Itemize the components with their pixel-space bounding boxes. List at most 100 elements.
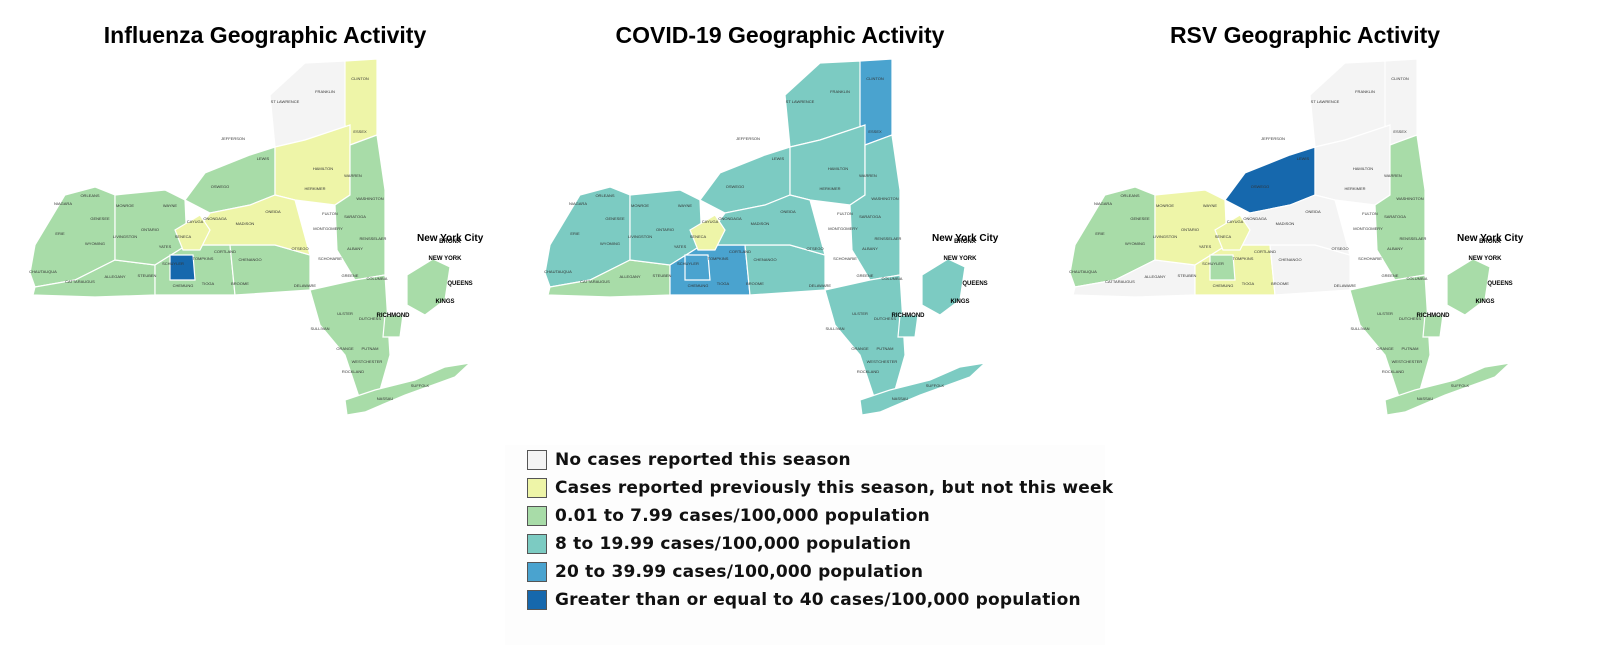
- legend-item: Cases reported previously this season, b…: [527, 475, 1113, 501]
- county-label: SUFFOLK: [1451, 383, 1470, 388]
- county-label: NIAGARA: [1094, 201, 1112, 206]
- region-central: [185, 194, 311, 256]
- county-label: WARREN: [344, 173, 362, 178]
- county-label: CLINTON: [351, 76, 369, 81]
- county-label: CHEMUNG: [1213, 283, 1234, 288]
- legend-item: 20 to 39.99 cases/100,000 population: [527, 559, 923, 585]
- county-label: DELAWARE: [809, 283, 831, 288]
- county-label: OSWEGO: [1251, 184, 1269, 189]
- county-label: RENSSELAER: [875, 236, 902, 241]
- county-label: DUTCHESS: [874, 316, 896, 321]
- county-label: MONROE: [631, 203, 649, 208]
- legend-swatch: [527, 562, 547, 582]
- county-label: GREENE: [1382, 273, 1399, 278]
- county-label: ULSTER: [1377, 311, 1393, 316]
- county-label: TIOGA: [202, 281, 215, 286]
- county-label: MONTGOMERY: [313, 226, 343, 231]
- county-label: ORLEANS: [80, 193, 99, 198]
- borough-label: NEW YORK: [1469, 256, 1503, 262]
- county-label: SUFFOLK: [926, 383, 945, 388]
- region-hudson: [1349, 274, 1431, 401]
- region-central: [700, 194, 826, 256]
- county-label: WASHINGTON: [356, 196, 383, 201]
- county-label: CATTARAUGUS: [1105, 279, 1135, 284]
- influenza-map: ST LAWRENCE FRANKLIN CLINTON ESSEX HAMILTON L…: [29, 58, 473, 416]
- county-label: SUFFOLK: [411, 383, 430, 388]
- county-label: GENESEE: [1130, 216, 1150, 221]
- county-label: CHENANGO: [238, 257, 261, 262]
- county-label: CLINTON: [866, 76, 884, 81]
- county-label: TOMPKINS: [1233, 256, 1254, 261]
- region-hotspot: [684, 254, 711, 281]
- county-label: ONEIDA: [1305, 209, 1321, 214]
- region-capital: [849, 134, 901, 281]
- county-label: JEFFERSON: [1261, 136, 1285, 141]
- region-nyc: [897, 258, 966, 338]
- county-label: ALLEGANY: [619, 274, 640, 279]
- county-label: LEWIS: [257, 156, 270, 161]
- county-label: ESSEX: [1393, 129, 1407, 134]
- region-finger-lakes: [689, 214, 726, 251]
- county-label: PUTNAM: [877, 346, 894, 351]
- county-label: OTSEGO: [806, 246, 823, 251]
- county-label: OTSEGO: [291, 246, 308, 251]
- county-label: ALBANY: [862, 246, 878, 251]
- county-label: LIVINGSTON: [113, 234, 137, 239]
- county-label: SARATOGA: [344, 214, 366, 219]
- county-label: WYOMING: [600, 241, 620, 246]
- county-label: DELAWARE: [1334, 283, 1356, 288]
- legend-label: Cases reported previously this season, b…: [555, 478, 1114, 498]
- county-label: ORANGE: [1376, 346, 1394, 351]
- county-label: ALBANY: [1387, 246, 1403, 251]
- county-label: ERIE: [1095, 231, 1105, 236]
- county-label: JEFFERSON: [736, 136, 760, 141]
- region-hudson: [824, 274, 906, 401]
- county-label: CHAUTAUQUA: [1069, 269, 1097, 274]
- county-label: NASSAU: [892, 396, 909, 401]
- region-capital: [334, 134, 386, 281]
- county-label: HERKIMER: [1344, 186, 1365, 191]
- rsv-map-panel: RSV Geographic Activity ST LAWRENCE FRANK…: [1045, 0, 1565, 440]
- county-label: SCHOHARIE: [833, 256, 857, 261]
- county-label: ST LAWRENCE: [1311, 99, 1340, 104]
- county-label: ALLEGANY: [104, 274, 125, 279]
- legend-label: 8 to 19.99 cases/100,000 population: [555, 534, 912, 554]
- region-long-island: [1384, 362, 1512, 416]
- county-label: MONROE: [1156, 203, 1174, 208]
- map-title: Influenza Geographic Activity: [103, 22, 427, 48]
- county-label: FULTON: [1362, 211, 1378, 216]
- county-label: ONTARIO: [1181, 227, 1199, 232]
- county-label: WAYNE: [678, 203, 693, 208]
- county-label: JEFFERSON: [221, 136, 245, 141]
- county-label: YATES: [1199, 244, 1212, 249]
- county-label: ONTARIO: [656, 227, 674, 232]
- county-label: PUTNAM: [362, 346, 379, 351]
- legend-item: No cases reported this season: [527, 447, 851, 473]
- region-hotspot: [169, 254, 196, 281]
- county-label: NIAGARA: [54, 201, 72, 206]
- county-label: SCHUYLER: [162, 261, 184, 266]
- region-hudson: [309, 274, 391, 401]
- county-label: MONROE: [116, 203, 134, 208]
- nyc-label: New York City: [417, 233, 484, 244]
- county-label: ALBANY: [347, 246, 363, 251]
- county-label: STEUBEN: [653, 273, 672, 278]
- county-label: COLUMBIA: [367, 276, 388, 281]
- county-label: CAYUGA: [702, 219, 719, 224]
- borough-label: BRONX: [439, 239, 461, 245]
- county-label: CHENANGO: [1278, 257, 1301, 262]
- borough-label: QUEENS: [447, 281, 472, 287]
- legend-label: 0.01 to 7.99 cases/100,000 population: [555, 506, 930, 526]
- county-label: TOMPKINS: [193, 256, 214, 261]
- county-label: ONTARIO: [141, 227, 159, 232]
- county-label: WYOMING: [85, 241, 105, 246]
- legend-swatch: [527, 450, 547, 470]
- county-label: SULLIVAN: [825, 326, 844, 331]
- county-label: NASSAU: [1417, 396, 1434, 401]
- county-label: BROOME: [1271, 281, 1289, 286]
- county-label: ERIE: [55, 231, 65, 236]
- county-label: LEWIS: [1297, 156, 1310, 161]
- nyc-label: New York City: [1457, 233, 1524, 244]
- borough-label: KINGS: [950, 299, 969, 305]
- county-label: HERKIMER: [304, 186, 325, 191]
